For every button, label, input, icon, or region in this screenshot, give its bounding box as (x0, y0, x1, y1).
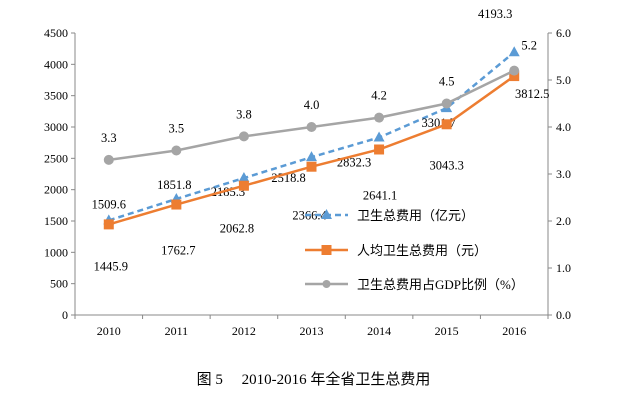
square-marker (171, 199, 182, 210)
circle-marker (238, 131, 249, 142)
legend-circle-icon (322, 280, 331, 288)
square-marker (509, 71, 520, 82)
square-marker (103, 219, 114, 230)
data-label: 1445.9 (94, 259, 128, 273)
x-tick-label: 2013 (300, 324, 324, 338)
right-tick-label: 6.0 (556, 26, 571, 40)
data-label: 2832.3 (337, 156, 371, 170)
legend-label: 卫生总费用占GDP比例（%） (357, 277, 524, 292)
right-tick-label: 0.0 (556, 308, 571, 322)
square-marker (238, 180, 249, 191)
triangle-marker (508, 46, 520, 57)
legend-square-icon (321, 245, 332, 255)
data-label: 3.8 (236, 107, 252, 121)
x-tick-label: 2014 (367, 324, 391, 338)
figure-caption: 图 5 2010-2016 年全省卫生总费用 (196, 372, 431, 388)
data-label: 3812.5 (515, 87, 549, 101)
square-marker (441, 119, 452, 130)
data-label: 1762.7 (161, 244, 195, 258)
left-tick-label: 1000 (44, 245, 68, 259)
x-tick-label: 2016 (502, 324, 526, 338)
right-tick-label: 1.0 (556, 261, 571, 275)
circle-marker (374, 112, 385, 123)
square-marker (306, 161, 317, 172)
x-tick-label: 2012 (232, 324, 256, 338)
left-tick-label: 4500 (44, 26, 68, 40)
triangle-marker (238, 172, 250, 183)
data-label: 2641.1 (363, 188, 397, 202)
data-label: 2062.8 (220, 222, 254, 236)
x-tick-label: 2010 (97, 324, 121, 338)
square-marker (374, 144, 385, 155)
circle-marker (441, 98, 452, 109)
legend-label: 人均卫生总费用（元） (357, 243, 487, 258)
data-label: 5.2 (521, 39, 537, 53)
x-tick-label: 2011 (165, 324, 189, 338)
x-tick-label: 2015 (435, 324, 459, 338)
triangle-marker (373, 131, 385, 142)
line-chart: 0 500 1000 1500 2000 2500 3000 3500 4000 4500 0.0 1… (44, 7, 571, 338)
data-label: 4.2 (371, 89, 387, 103)
left-tick-label: 0 (62, 308, 68, 322)
data-label: 3.5 (169, 122, 185, 136)
circle-marker (103, 154, 114, 165)
data-label: 3.3 (101, 131, 117, 145)
triangle-marker (306, 151, 317, 162)
legend-triangle-icon (321, 209, 332, 219)
right-tick-label: 4.0 (556, 120, 571, 134)
legend-label: 卫生总费用（亿元） (357, 208, 474, 223)
circle-marker (509, 65, 520, 76)
data-label: 1851.8 (157, 178, 191, 192)
left-tick-label: 1500 (44, 214, 68, 228)
data-label: 4.5 (439, 75, 455, 89)
circle-marker (306, 122, 317, 132)
data-label: 1509.6 (92, 197, 126, 211)
right-tick-label: 3.0 (556, 167, 571, 181)
right-tick-label: 2.0 (556, 214, 571, 228)
left-tick-label: 3000 (44, 120, 68, 134)
data-label: 4193.3 (478, 7, 512, 21)
left-tick-label: 3500 (44, 89, 68, 103)
left-tick-label: 2500 (44, 151, 68, 165)
circle-marker (171, 145, 182, 156)
left-tick-label: 4000 (44, 57, 68, 71)
right-tick-label: 5.0 (556, 73, 571, 87)
data-label: 3043.3 (429, 158, 463, 172)
data-label: 4.0 (304, 98, 320, 112)
left-tick-label: 500 (50, 277, 68, 291)
left-tick-label: 2000 (44, 183, 68, 197)
